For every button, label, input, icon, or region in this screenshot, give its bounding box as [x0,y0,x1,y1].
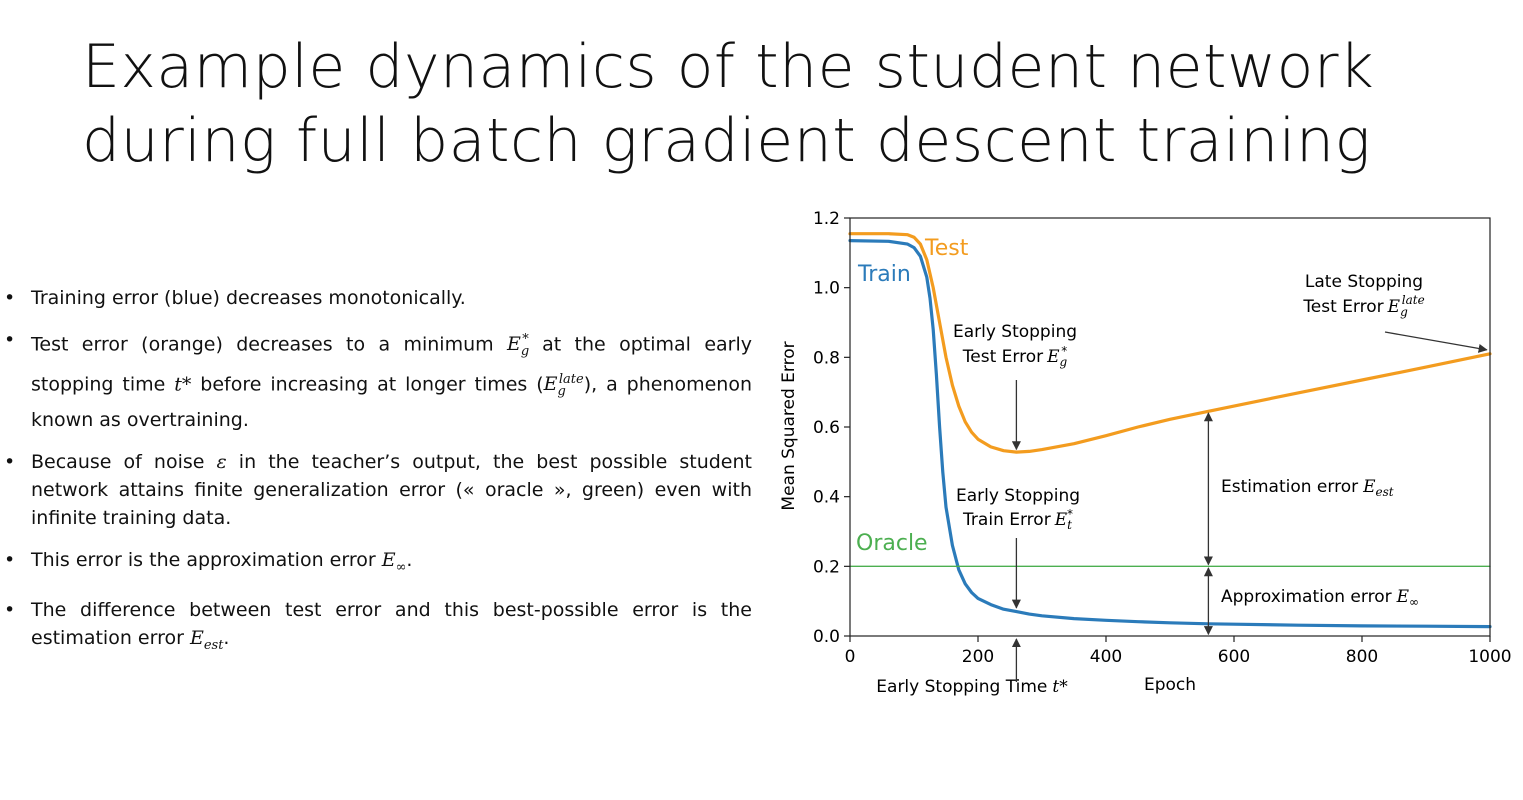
slide-title-line2: during full batch gradient descent train… [82,106,1371,176]
early-test-annotation-line2: Test Error Eg* [962,344,1068,369]
bullet-item: • Training error (blue) decreases monoto… [4,284,752,312]
estimation-error-annotation: Estimation error Eest [1221,477,1394,499]
bullet-item: • Because of noise ε in the teacher’s ou… [4,448,752,532]
y-axis-label: Mean Squared Error [779,341,799,510]
y-tick-label: 0.4 [813,488,840,508]
x-tick-label: 1000 [1468,647,1511,667]
early-test-annotation-line1: Early Stopping [953,322,1077,342]
approximation-error-annotation: Approximation error E∞ [1221,587,1419,609]
bullet-marker: • [4,329,16,351]
y-tick-label: 1.0 [813,279,840,299]
mse-chart: 0 200 400 600 800 1000 0.0 0.2 0.4 0.6 0.8 1.0 1.2 M… [779,209,1512,697]
early-train-annotation-line1: Early Stopping [956,486,1080,506]
x-tick-label: 800 [1346,647,1378,667]
bullet-marker: • [4,549,16,572]
x-tick-label: 200 [962,647,994,667]
bullet-list: • Training error (blue) decreases monoto… [4,284,752,674]
bullet-marker: • [4,287,16,309]
late-stopping-annotation-line1: Late Stopping [1305,272,1423,292]
y-tick-label: 0.8 [813,348,840,368]
bullet-text: ), a phenomenon known as overtraining. [31,373,753,432]
bullet-text: This error is the approximation error [31,549,382,572]
x-tick-label: 0 [845,647,856,667]
early-stopping-time-annotation: Early Stopping Time t* [876,677,1068,697]
x-tick-label: 400 [1090,647,1122,667]
y-tick-label: 0.6 [813,418,840,438]
math-symbol: t* [174,373,192,396]
math-symbol: E∞ [381,549,407,576]
x-tick-label: 600 [1218,647,1250,667]
math-symbol: Eglate [543,372,584,400]
math-symbol: Eg* [507,332,530,360]
bullet-text: . [223,627,230,650]
bullet-text: The difference between test error and th… [31,599,752,650]
bullet-item: • Test error (orange) decreases to a min… [4,326,752,434]
early-train-annotation-line2: Train Error Et* [962,507,1073,532]
late-stopping-annotation-line2: Test Error Eglate [1302,293,1424,319]
bullet-item: • The difference between test error and … [4,596,752,660]
bullet-marker: • [4,451,16,474]
series-line-test [848,232,1492,454]
y-tick-label: 0.0 [813,627,840,647]
bullet-text: Because of noise [31,451,217,474]
slide-title-line1: Example dynamics of the student network [82,32,1375,102]
series-label-train: Train [857,262,911,287]
bullet-text: Test error (orange) decreases to a minim… [31,333,508,356]
math-symbol: ε [216,451,227,474]
bullet-text: in the teacher’s output, the best possib… [31,451,752,530]
math-symbol: Eest [189,627,224,653]
x-axis-label: Epoch [1144,675,1196,695]
bullet-item: • This error is the approximation error … [4,546,752,582]
bullet-text: at the optimal early stopping time [31,333,752,396]
bullet-marker: • [4,599,16,622]
late-stopping-arrow [1384,331,1488,353]
series-line-train [848,238,1492,629]
y-tick-label: 0.2 [813,557,840,577]
y-tick-label: 1.2 [813,209,840,229]
series-label-oracle: Oracle [856,531,928,556]
bullet-text: Training error (blue) decreases monotoni… [31,287,466,309]
bullet-text: before increasing at longer times ( [191,373,544,396]
bullet-text: . [406,549,413,572]
series-label-test: Test [924,236,969,261]
slide-title: Example dynamics of the student network … [82,30,1382,178]
